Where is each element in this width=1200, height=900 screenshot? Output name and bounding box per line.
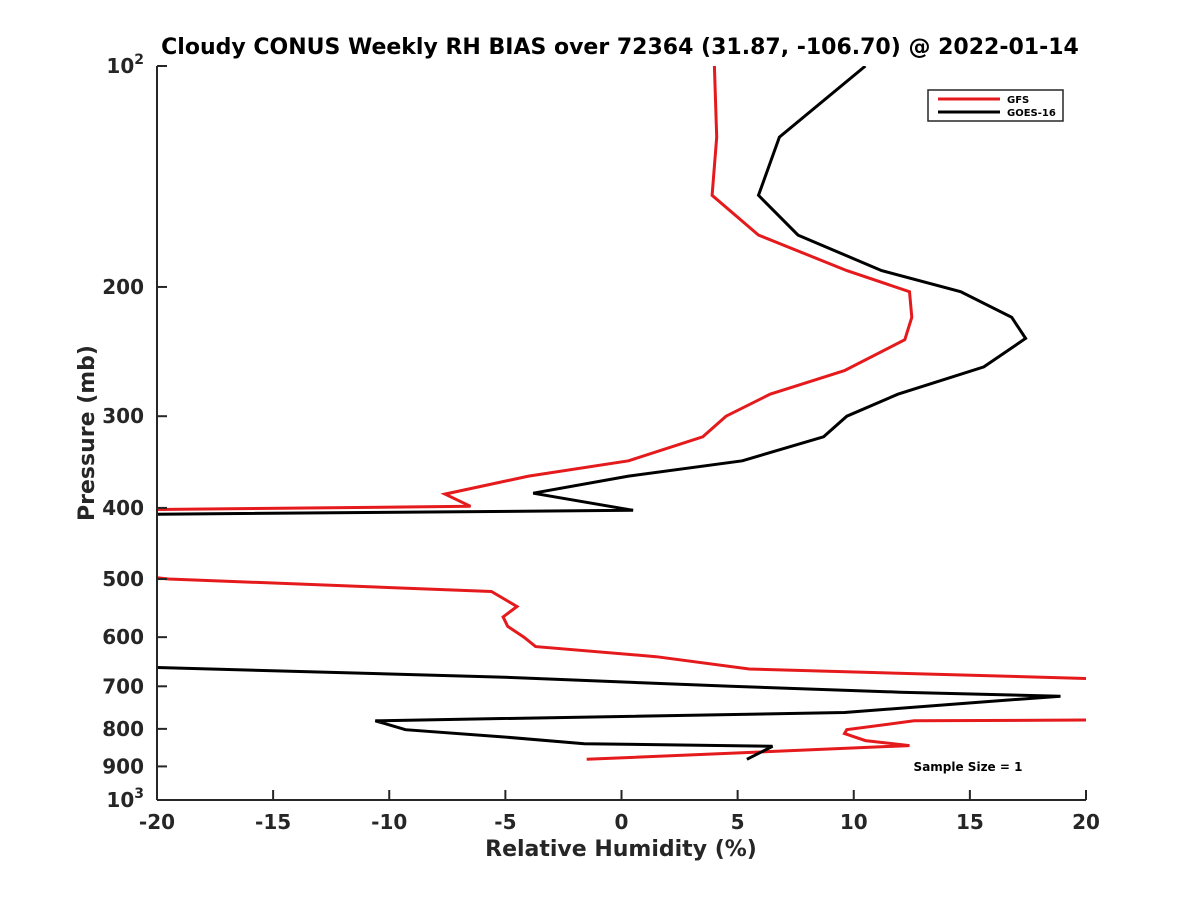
series-line-goes-16-0: [157, 66, 1028, 516]
x-tick-label: 0: [615, 810, 629, 834]
y-tick-label: 200: [102, 275, 144, 299]
y-tick-label: 400: [102, 496, 144, 520]
series-line-gfs-2: [586, 718, 1086, 761]
y-tick-label: 600: [102, 625, 144, 649]
y-tick-label: 300: [102, 404, 144, 428]
x-axis-label: Relative Humidity (%): [485, 837, 757, 862]
legend-label-gfs: GFS: [1007, 95, 1029, 106]
series-line-gfs-0: [157, 66, 914, 511]
y-axis-label: Pressure (mb): [75, 345, 100, 521]
y-tick-label: 102: [106, 52, 144, 78]
chart-title: Cloudy CONUS Weekly RH BIAS over 72364 (…: [161, 35, 1079, 60]
x-tick-label: -15: [255, 810, 291, 834]
plot-area: [157, 66, 1086, 761]
series-line-gfs-1: [157, 576, 1086, 680]
legend: GFS GOES-16: [927, 89, 1064, 122]
y-tick-label: 700: [102, 674, 144, 698]
legend-label-goes-16: GOES-16: [1007, 108, 1056, 119]
x-tick-label: -5: [494, 810, 516, 834]
series-line-goes-16-1: [157, 666, 1061, 761]
x-tick-label: -10: [371, 810, 407, 834]
x-tick-label: 10: [840, 810, 868, 834]
y-tick-label: 800: [102, 717, 144, 741]
axes: -20 -15 -10 -5 0 5 10 15 20 102 200 300 400 500 600 700…: [102, 52, 1100, 834]
x-tick-label: 20: [1072, 810, 1100, 834]
x-tick-label: 5: [731, 810, 745, 834]
legend-box: [927, 89, 1064, 122]
y-tick-label: 900: [102, 754, 144, 778]
y-tick-label: 103: [106, 786, 144, 812]
sample-size-note: Sample Size = 1: [914, 760, 1023, 774]
y-tick-label: 500: [102, 567, 144, 591]
x-tick-label: -20: [139, 810, 175, 834]
x-tick-label: 15: [956, 810, 984, 834]
